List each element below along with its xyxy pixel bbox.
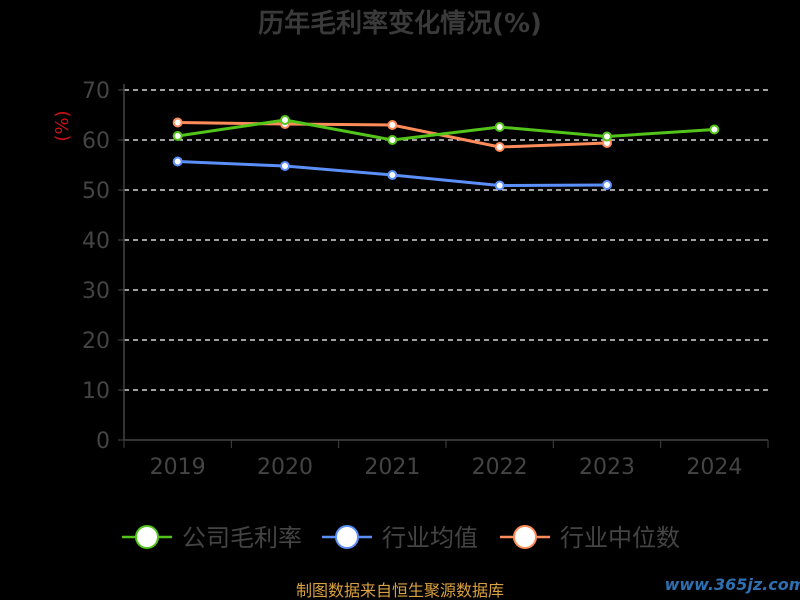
legend-item-2[interactable]: 行业中位数 xyxy=(500,524,680,552)
y-tick-label: 60 xyxy=(82,129,110,154)
data-point xyxy=(709,124,720,135)
x-tick-label: 2019 xyxy=(150,455,206,480)
data-point xyxy=(172,131,183,141)
chart-title: 历年毛利率变化情况(%) xyxy=(258,8,542,39)
axes: 0 10 20 30 40 50 60 70 2019 2020 2021 2022 2023 2024 xyxy=(82,79,769,480)
series-layer xyxy=(172,115,720,191)
series-line-0 xyxy=(177,118,715,142)
x-tick-label: 2024 xyxy=(686,455,742,480)
data-point xyxy=(280,115,290,125)
x-tick-label: 2022 xyxy=(472,455,528,480)
data-point xyxy=(494,142,505,152)
data-point xyxy=(602,131,612,142)
data-point xyxy=(387,135,398,145)
data-point xyxy=(494,180,505,191)
y-tick-label: 20 xyxy=(82,329,110,354)
data-source: 制图数据来自恒生聚源数据库 xyxy=(296,581,504,600)
legend[interactable]: 公司毛利率 行业均值 行业中位数 xyxy=(122,524,680,552)
y-tick-label: 30 xyxy=(82,279,110,304)
legend-label: 公司毛利率 xyxy=(182,524,302,552)
legend-marker xyxy=(135,525,159,549)
y-axis-label: (%) xyxy=(52,110,73,141)
x-tick-label: 2020 xyxy=(257,455,313,480)
data-point xyxy=(602,180,612,190)
legend-item-1[interactable]: 行业均值 xyxy=(322,524,478,552)
data-point xyxy=(387,120,398,130)
data-point xyxy=(494,122,505,132)
data-point xyxy=(172,156,183,167)
y-tick-label: 50 xyxy=(82,179,110,204)
y-tick-label: 70 xyxy=(82,79,110,104)
y-tick-label: 10 xyxy=(82,379,110,404)
legend-marker xyxy=(513,525,537,549)
data-point xyxy=(280,161,290,171)
y-tick-label: 0 xyxy=(96,429,110,454)
data-point xyxy=(172,117,183,128)
watermark: www.365jz.com xyxy=(665,575,800,594)
legend-label: 行业中位数 xyxy=(560,524,680,552)
legend-label: 行业均值 xyxy=(382,524,478,552)
legend-item-0[interactable]: 公司毛利率 xyxy=(122,524,302,552)
y-tick-label: 40 xyxy=(82,229,110,254)
data-point xyxy=(387,170,398,180)
x-tick-label: 2021 xyxy=(364,455,420,480)
legend-marker xyxy=(335,525,359,549)
x-tick-label: 2023 xyxy=(579,455,635,480)
